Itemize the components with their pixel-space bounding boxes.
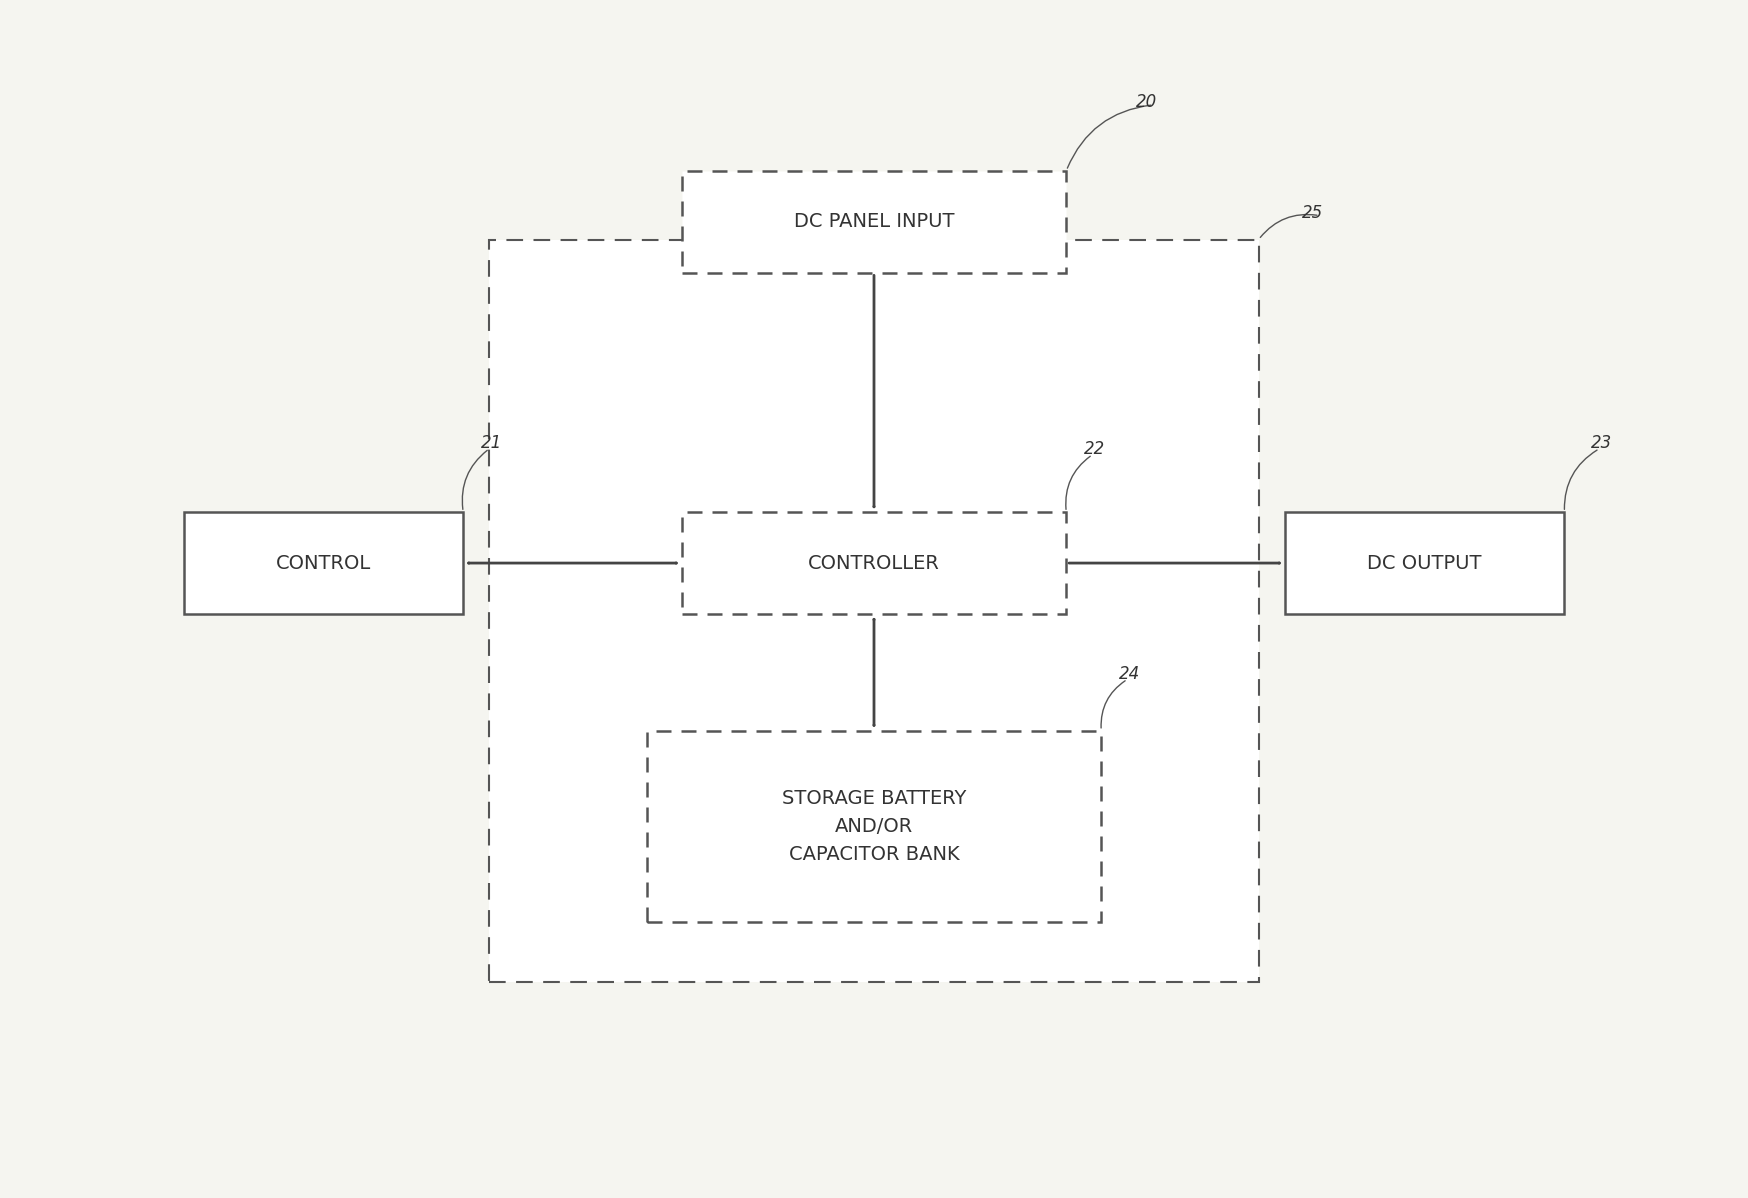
Bar [682,171,1066,273]
Bar [647,731,1101,922]
Text: 21: 21 [481,434,502,452]
Text: 25: 25 [1302,204,1323,222]
Text: 22: 22 [1084,440,1105,458]
Bar [1285,513,1564,613]
Text: CONTROL: CONTROL [276,553,371,573]
Text: CONTROLLER: CONTROLLER [808,553,940,573]
Text: 20: 20 [1136,92,1157,111]
Bar [489,240,1259,982]
Text: 24: 24 [1119,665,1140,683]
Text: 23: 23 [1591,434,1612,452]
Bar [682,513,1066,613]
Bar [184,513,463,613]
Text: DC OUTPUT: DC OUTPUT [1367,553,1482,573]
Text: STORAGE BATTERY
AND/OR
CAPACITOR BANK: STORAGE BATTERY AND/OR CAPACITOR BANK [781,789,967,864]
Text: DC PANEL INPUT: DC PANEL INPUT [794,212,954,231]
